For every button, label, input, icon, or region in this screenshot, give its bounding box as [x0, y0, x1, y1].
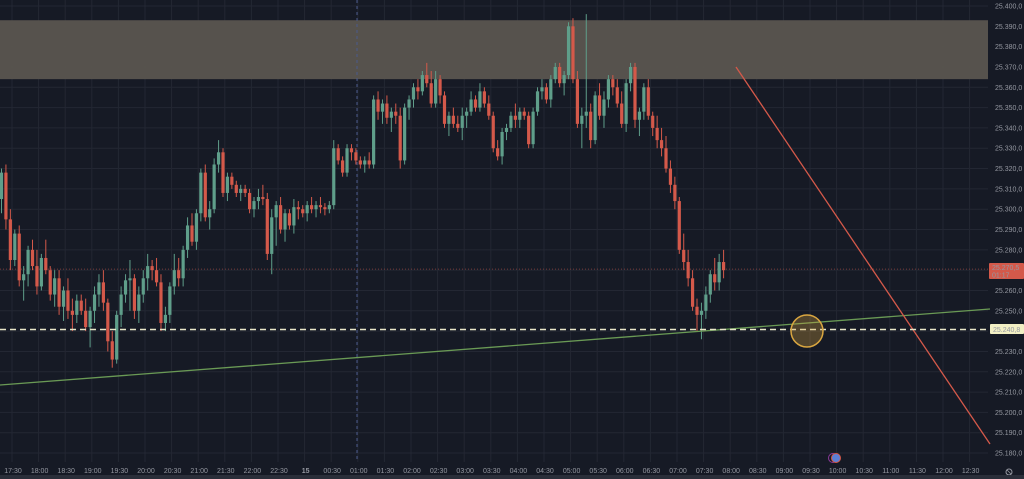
- time-axis-label: 10:00: [829, 468, 847, 475]
- price-axis-label: 25.370,0: [995, 64, 1022, 71]
- time-axis-label: 02:30: [430, 468, 448, 475]
- time-axis-label: 06:00: [616, 468, 634, 475]
- price-axis-label: 25.400,0: [995, 4, 1022, 11]
- time-axis-label: 19:00: [84, 468, 102, 475]
- time-axis-label: 10:30: [855, 468, 873, 475]
- time-axis-label: 21:00: [190, 468, 208, 475]
- time-axis-label: 04:30: [536, 468, 554, 475]
- time-axis-label: 18:00: [31, 468, 49, 475]
- price-axis-label: 25.300,0: [995, 207, 1022, 214]
- level-price-value: 25.240,8: [993, 327, 1020, 334]
- price-axis-label: 25.330,0: [995, 146, 1022, 153]
- time-axis-label: 01:00: [350, 468, 368, 475]
- time-axis-label: 09:30: [802, 468, 820, 475]
- price-axis-label: 25.220,0: [995, 369, 1022, 376]
- time-axis-label: 17:30: [4, 468, 22, 475]
- time-axis-label: 21:30: [217, 468, 235, 475]
- price-axis-label: 25.280,0: [995, 247, 1022, 254]
- time-axis-label: 15: [302, 468, 310, 475]
- price-axis-label: 25.350,0: [995, 105, 1022, 112]
- highlight-circle[interactable]: [790, 314, 824, 348]
- current-price-value: 25.270,5: [992, 265, 1019, 272]
- price-axis-label: 25.200,0: [995, 410, 1022, 417]
- time-axis-label: 19:30: [111, 468, 129, 475]
- time-axis-label: 11:00: [882, 468, 899, 475]
- price-axis-label: 25.190,0: [995, 430, 1022, 437]
- time-axis-label: 02:00: [403, 468, 421, 475]
- price-axis-label: 25.360,0: [995, 85, 1022, 92]
- price-axis-label: 25.320,0: [995, 166, 1022, 173]
- current-price-label: 25.270,5 01:17: [989, 263, 1024, 280]
- time-axis-label: 05:30: [589, 468, 607, 475]
- price-axis-label: 25.340,0: [995, 125, 1022, 132]
- price-axis[interactable]: 25.400,0 25.390,0 25.380,0 25.370,0 25.360,0…: [995, 4, 1022, 458]
- time-axis-label: 20:00: [137, 468, 155, 475]
- time-axis-label: 09:00: [776, 468, 794, 475]
- time-axis-label: 20:30: [164, 468, 182, 475]
- price-axis-label: 25.380,0: [995, 44, 1022, 51]
- price-axis-label: 25.210,0: [995, 390, 1022, 397]
- resistance-zone[interactable]: [0, 20, 988, 80]
- price-axis-label: 25.260,0: [995, 288, 1022, 295]
- price-axis-label: 25.230,0: [995, 349, 1022, 356]
- time-axis-label: 22:30: [270, 468, 288, 475]
- time-axis-label: 08:30: [749, 468, 767, 475]
- green-trendline[interactable]: [0, 308, 991, 386]
- price-axis-label: 25.390,0: [995, 24, 1022, 31]
- candles: [0, 14, 726, 368]
- time-axis-label: 07:30: [696, 468, 714, 475]
- price-axis-label: 25.250,0: [995, 308, 1022, 315]
- time-axis-label: 11:30: [909, 468, 926, 475]
- time-axis-label: 03:00: [456, 468, 474, 475]
- price-axis-label: 25.180,0: [995, 451, 1022, 458]
- countdown-timer: 01:17: [992, 273, 1010, 280]
- time-axis-label: 04:00: [510, 468, 528, 475]
- time-axis-label: 00:30: [323, 468, 341, 475]
- time-axis-label: 07:00: [669, 468, 687, 475]
- time-axis-label: 08:00: [722, 468, 740, 475]
- event-marker-icon[interactable]: [828, 453, 841, 463]
- level-price-label: 25.240,8: [990, 324, 1024, 334]
- time-axis-label: 12:00: [935, 468, 953, 475]
- time-axis-label: 06:30: [643, 468, 661, 475]
- time-axis-label: 03:30: [483, 468, 501, 475]
- time-axis-label: 01:30: [377, 468, 395, 475]
- time-axis-label: 12:30: [962, 468, 980, 475]
- bottom-scrollbar[interactable]: [0, 475, 1024, 479]
- time-axis[interactable]: 17:30 18:00 18:30 19:00 19:30 20:00 20:30 21:00…: [4, 468, 979, 475]
- time-axis-label: 05:00: [563, 468, 581, 475]
- price-axis-label: 25.310,0: [995, 186, 1022, 193]
- price-axis-label: 25.290,0: [995, 227, 1022, 234]
- time-axis-label: 18:30: [57, 468, 75, 475]
- time-axis-label: 22:00: [244, 468, 262, 475]
- red-trendline[interactable]: [735, 66, 991, 445]
